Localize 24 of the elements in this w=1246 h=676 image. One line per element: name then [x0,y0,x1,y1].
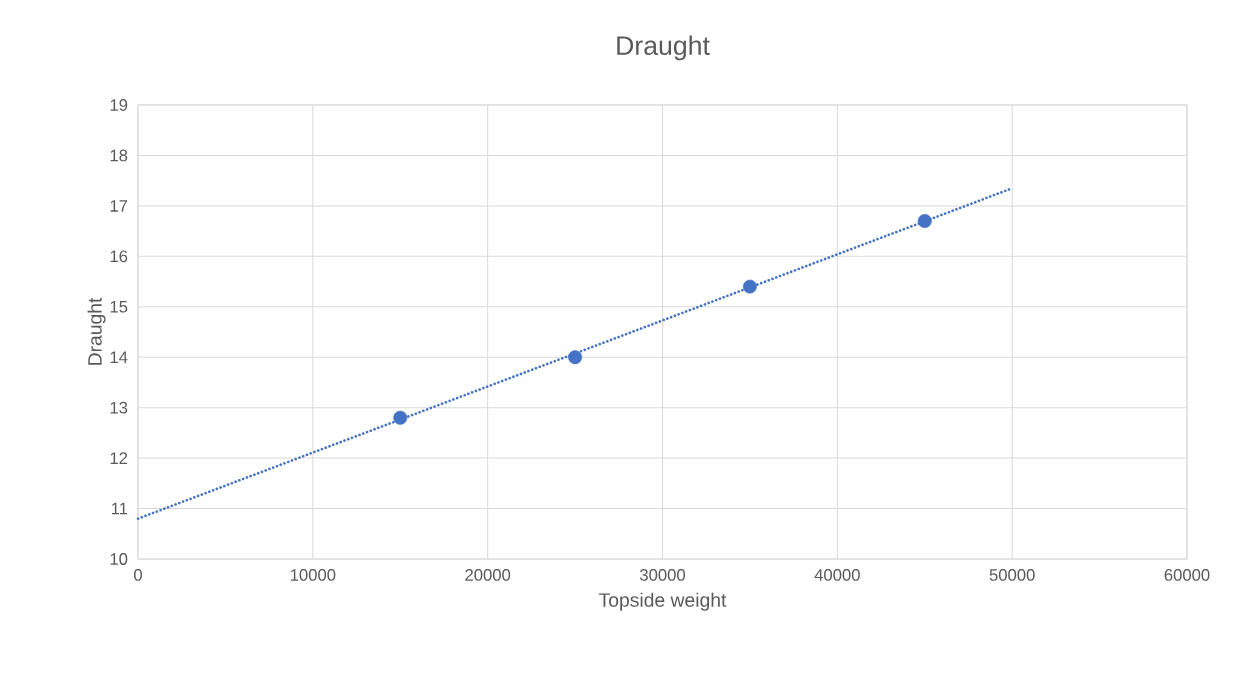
x-axis-title: Topside weight [599,592,727,611]
y-tick-label: 11 [111,502,128,515]
y-tick-label: 12 [110,452,128,464]
y-tick-label: 15 [110,300,128,313]
x-tick-label: 20000 [465,569,511,581]
x-tick-label: 10000 [290,569,336,581]
y-tick-label: 14 [110,351,128,363]
y-tick-label: 16 [110,250,128,263]
chart-title: Draught [617,35,710,61]
y-tick-label: 19 [110,99,128,111]
y-axis-title: Draught [87,297,106,365]
y-tick-label: 13 [110,401,128,414]
x-tick-label: 50000 [989,569,1035,581]
point [568,350,583,365]
x-tick-label: 30000 [639,569,686,581]
point [917,214,932,228]
x-tick-label: 0 [134,569,142,581]
y-tick-label: 10 [110,553,128,565]
x-tick-label: 60000 [1164,569,1210,581]
y-tick-label: 17 [110,200,128,212]
y-tick-label: 18 [110,149,128,162]
point [393,410,408,425]
x-tick-label: 40000 [814,569,860,581]
point [742,279,757,294]
